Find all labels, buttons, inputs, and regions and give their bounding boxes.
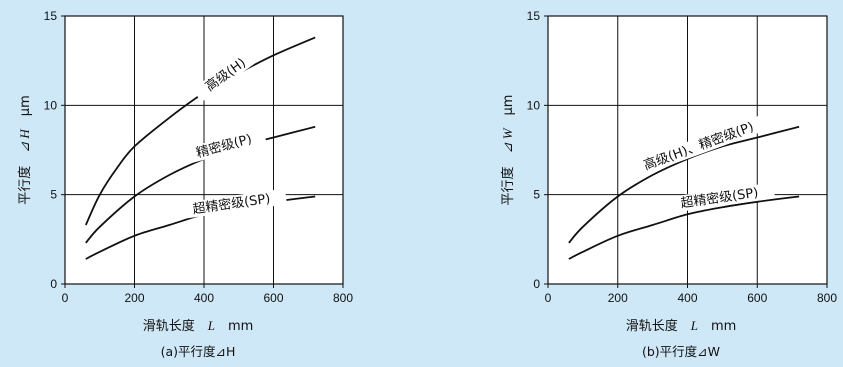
x-tick-label: 600: [747, 291, 767, 305]
x-axis-symbol: L: [678, 318, 698, 333]
y-tick-label: 0: [50, 277, 57, 291]
chart-panel: 0 200 400 600 800051015高级(H)精密级(P)超精密级(SP)平行…: [17, 9, 353, 359]
x-tick-label: 400: [194, 291, 214, 305]
x-axis-label: 滑轨长度 L mm: [143, 318, 254, 334]
y-axis-symbol: ⊿ H: [17, 129, 32, 166]
series-label-bg: [181, 127, 267, 165]
x-axis-unit: mm: [215, 319, 253, 334]
series-label-bg: [663, 182, 776, 214]
x-tick-label: 0: [545, 291, 552, 305]
y-axis-unit: μm: [501, 95, 516, 129]
series-label-bg: [192, 47, 260, 103]
series-line: [568, 125, 800, 244]
y-axis-label: 平行度 ⊿ H μm: [17, 95, 33, 204]
y-axis-unit: μm: [18, 95, 33, 129]
series-label-bg: [619, 111, 778, 182]
x-axis-title: 滑轨长度: [143, 318, 195, 334]
x-tick-label: 0: [62, 291, 69, 305]
x-tick-label: 600: [263, 291, 283, 305]
x-tick-label: 800: [817, 291, 837, 305]
x-axis-symbol: L: [195, 318, 215, 333]
y-tick-label: 5: [533, 188, 540, 202]
y-axis-title: 平行度: [500, 166, 516, 205]
series-line: [568, 195, 800, 260]
y-axis-symbol: ⊿ W: [500, 127, 515, 166]
x-axis-label: 滑轨长度 L mm: [626, 318, 737, 334]
series-line: [84, 36, 316, 226]
x-axis-unit: mm: [698, 319, 736, 334]
series-label-bg: [175, 188, 288, 220]
chart-caption: (a)平行度⊿H: [161, 344, 236, 359]
x-tick-label: 200: [608, 291, 628, 305]
y-tick-label: 15: [44, 9, 58, 23]
y-tick-label: 10: [527, 98, 541, 112]
y-axis-label: 平行度 ⊿ W μm: [500, 95, 516, 206]
x-axis-title: 滑轨长度: [626, 318, 678, 334]
y-tick-label: 5: [50, 188, 57, 202]
series-line: [85, 125, 316, 244]
x-tick-label: 200: [124, 291, 144, 305]
y-tick-label: 0: [533, 277, 540, 291]
y-axis-title: 平行度: [17, 166, 33, 205]
x-tick-label: 800: [333, 291, 353, 305]
y-tick-label: 10: [44, 98, 58, 112]
y-tick-label: 15: [527, 9, 541, 23]
chart-caption: (b)平行度⊿W: [642, 344, 720, 359]
chart-panel: 0 200 400 600 800051015高级(H)、精密级(P)超精密级(SP)平…: [500, 9, 837, 359]
x-tick-label: 400: [677, 291, 697, 305]
